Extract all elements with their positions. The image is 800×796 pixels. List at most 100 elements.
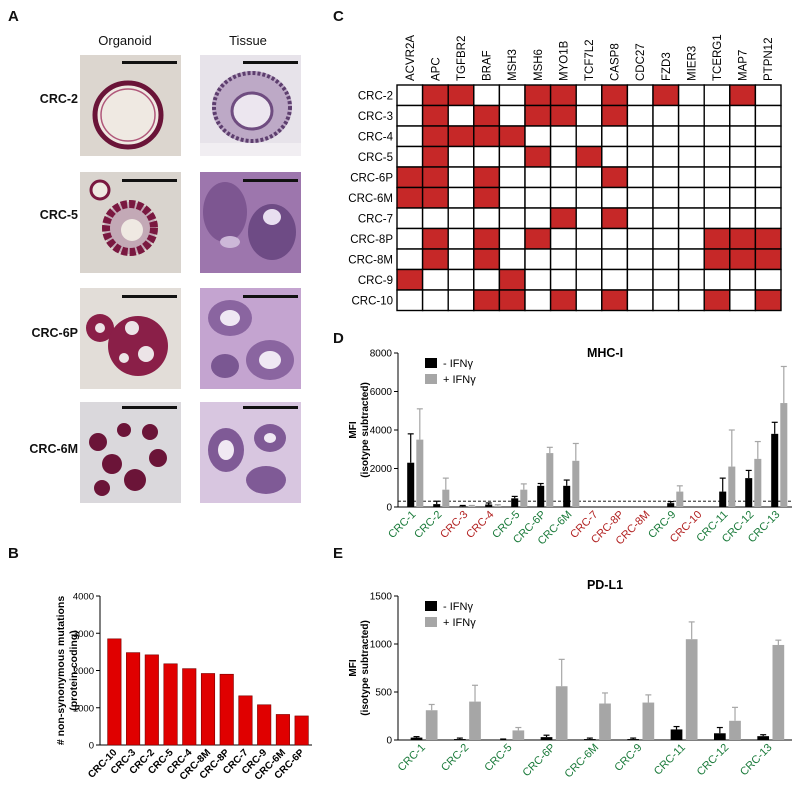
- mutation-cell-present: [396, 268, 424, 291]
- mutation-cell-absent: [754, 268, 782, 291]
- mutation-cell-absent: [575, 166, 603, 189]
- mutation-cell-absent: [421, 268, 449, 291]
- row-label-crc-6p: CRC-6P: [31, 326, 78, 340]
- pd-l1-bar-chart: PD-L1 0 500 1000 1500 MFI (isotype subtracted)…: [348, 578, 792, 780]
- bar: [410, 737, 423, 740]
- mutation-cell-absent: [524, 125, 552, 148]
- sample-label: CRC-6M: [348, 193, 393, 205]
- bar: [107, 638, 122, 746]
- y-tick-label: 3000: [73, 629, 94, 640]
- scale-bar: [243, 406, 298, 409]
- mutation-cell-absent: [601, 186, 629, 209]
- y-tick-label: 1000: [370, 640, 393, 651]
- panel-label-c: C: [333, 8, 344, 25]
- mutation-cell-absent: [652, 166, 680, 189]
- mutation-cell-absent: [601, 145, 629, 168]
- tissue-image-crc-2: [200, 55, 301, 156]
- organoid-image-crc-6p: [80, 288, 181, 389]
- mutation-cell-absent: [575, 125, 603, 148]
- bar: [126, 652, 141, 746]
- mutation-cell-absent: [575, 104, 603, 127]
- y-tick-label: 1500: [370, 592, 393, 603]
- mutation-cell-absent: [677, 166, 705, 189]
- x-tick-label: CRC-2: [412, 509, 444, 541]
- row-label-crc-2: CRC-2: [39, 92, 78, 106]
- mutation-cell-present: [652, 84, 680, 107]
- mutation-heatmap: ACVR2A APC TGFBR2 BRAF MSH3 MSH6 MYO1B TCF7L2 CA…: [348, 34, 782, 312]
- mutation-cell-present: [729, 248, 757, 271]
- legend-swatch: [425, 617, 437, 627]
- sample-label: CRC-4: [358, 131, 394, 143]
- mutation-cell-present: [421, 166, 449, 189]
- bar: [294, 715, 309, 746]
- sample-label: CRC-8P: [350, 234, 393, 246]
- x-tick-label: CRC-9: [612, 742, 644, 774]
- mutation-cell-absent: [677, 207, 705, 230]
- mutation-cell-absent: [447, 104, 475, 127]
- mutation-cell-absent: [498, 84, 526, 107]
- mutation-cell-absent: [677, 268, 705, 291]
- sample-label: CRC-9: [358, 275, 393, 287]
- mutation-cell-absent: [524, 186, 552, 209]
- legend-swatch: [425, 358, 437, 368]
- mutation-cell-absent: [677, 186, 705, 209]
- bar: [745, 478, 753, 507]
- mutation-cell-absent: [498, 186, 526, 209]
- mutation-cell-present: [729, 227, 757, 250]
- mutation-cell-absent: [729, 166, 757, 189]
- scale-bar: [122, 295, 177, 298]
- bar: [729, 720, 741, 740]
- bar: [719, 491, 727, 507]
- mutation-cell-absent: [703, 207, 731, 230]
- bar: [454, 739, 466, 740]
- mutation-cell-absent: [652, 145, 680, 168]
- mutation-cell-absent: [396, 227, 424, 250]
- x-tick-label: CRC-1: [396, 742, 428, 774]
- bar: [469, 701, 481, 740]
- mutation-cell-present: [473, 227, 501, 250]
- col-header-organoid: Organoid: [98, 33, 152, 48]
- bar: [485, 504, 493, 507]
- scale-bar: [122, 179, 177, 182]
- mutation-cell-absent: [754, 186, 782, 209]
- gene-label: TGFBR2: [456, 36, 468, 81]
- bar: [416, 439, 424, 507]
- organoid-image-crc-6m: [80, 402, 181, 503]
- mutation-cell-present: [601, 207, 629, 230]
- mutation-cell-absent: [754, 84, 782, 107]
- mutation-cell-absent: [396, 207, 424, 230]
- mutation-cell-present: [549, 207, 577, 230]
- organoid-image-crc-2: [80, 55, 181, 156]
- x-tick-label: CRC-2: [439, 742, 471, 774]
- bar: [182, 668, 197, 746]
- mutation-cell-absent: [652, 289, 680, 312]
- bar: [771, 433, 779, 507]
- y-axis-title-line: (protein-coding): [68, 630, 80, 710]
- gene-label: MIER3: [686, 46, 698, 81]
- mutation-cell-absent: [524, 166, 552, 189]
- mutation-cell-absent: [473, 84, 501, 107]
- sample-label: CRC-2: [358, 90, 393, 102]
- bar: [442, 489, 450, 507]
- y-tick-label: 0: [89, 741, 94, 752]
- gene-label: BRAF: [482, 50, 494, 81]
- bar: [219, 673, 234, 746]
- mutation-cell-absent: [652, 186, 680, 209]
- scale-bar: [243, 179, 298, 182]
- bar: [407, 462, 415, 507]
- bar: [425, 710, 438, 740]
- sample-label: CRC-3: [358, 111, 393, 123]
- bar: [546, 453, 554, 507]
- bar: [200, 673, 216, 746]
- mutation-cell-absent: [703, 268, 731, 291]
- mutation-cell-absent: [601, 268, 629, 291]
- panel-label-e: E: [333, 545, 344, 562]
- mutation-cell-absent: [729, 125, 757, 148]
- mutation-cell-present: [754, 227, 782, 250]
- bar: [627, 739, 640, 740]
- sample-label: CRC-5: [358, 152, 393, 164]
- mutation-cell-absent: [524, 207, 552, 230]
- mutation-cell-absent: [473, 268, 501, 291]
- mutation-cell-absent: [575, 84, 603, 107]
